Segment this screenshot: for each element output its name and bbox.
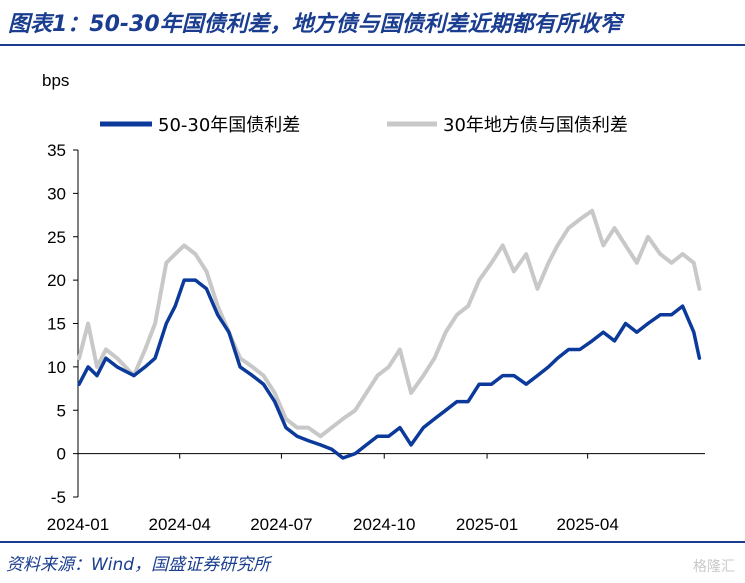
x-tick-label: 2024-04 [149,515,211,534]
y-tick-label: 20 [47,271,66,290]
title-divider [0,44,745,46]
plot-area [77,208,702,460]
x-tick-label: 2025-01 [456,515,518,534]
y-tick-label: -5 [51,488,66,507]
series-line-local-bond-treasury-spread [77,208,702,439]
y-axis: -5 0 5 10 15 20 25 30 35 [47,141,79,507]
y-tick-label: 30 [47,184,66,203]
watermark: 格隆汇 [693,559,735,575]
series-line-50-30-treasury-spread [77,278,702,460]
y-tick-label: 25 [47,228,66,247]
legend: 50-30年国债利差 30年地方债与国债利差 [100,115,628,136]
legend-label: 30年地方债与国债利差 [443,115,628,136]
x-tick-label: 2024-10 [353,515,415,534]
x-axis: 2024-01 2024-04 2024-07 2024-10 2025-01 2025-… [47,453,705,534]
x-tick-label: 2025-04 [556,515,618,534]
y-tick-label: 0 [57,445,66,464]
x-tick-label: 2024-01 [47,515,109,534]
y-tick-label: 15 [47,315,66,334]
y-axis-unit-label: bps [42,71,69,90]
y-tick-label: 10 [47,358,66,377]
footer-divider [0,541,745,543]
y-tick-label: 5 [57,401,66,420]
chart-title: 图表1：50-30年国债利差，地方债与国债利差近期都有所收窄 [8,12,622,37]
source-note: 资料来源：Wind，国盛证券研究所 [6,555,271,575]
y-tick-label: 35 [47,141,66,160]
legend-label: 50-30年国债利差 [158,115,300,136]
x-tick-label: 2024-07 [250,515,312,534]
